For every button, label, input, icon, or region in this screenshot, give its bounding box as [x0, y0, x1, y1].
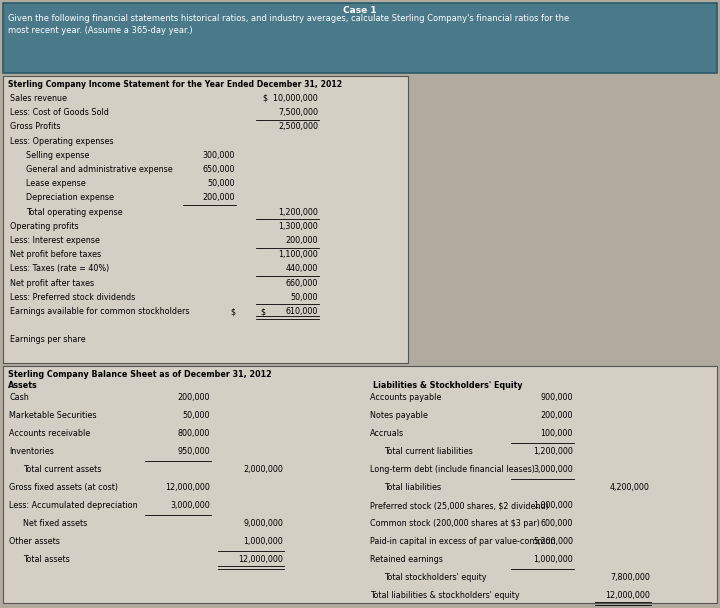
- Text: Preferred stock (25,000 shares, $2 dividend): Preferred stock (25,000 shares, $2 divid…: [370, 501, 549, 510]
- Text: Net profit after taxes: Net profit after taxes: [10, 278, 94, 288]
- Text: Accruals: Accruals: [370, 429, 404, 438]
- Text: Selling expense: Selling expense: [26, 151, 89, 160]
- Text: 1,200,000: 1,200,000: [533, 447, 573, 456]
- Text: Case 1: Case 1: [343, 6, 377, 15]
- Bar: [3, 76, 408, 363]
- Text: Other assets: Other assets: [9, 537, 60, 546]
- Text: 5,200,000: 5,200,000: [533, 537, 573, 546]
- Text: 2,000,000: 2,000,000: [243, 465, 283, 474]
- Text: General and administrative expense: General and administrative expense: [26, 165, 173, 174]
- Text: 200,000: 200,000: [178, 393, 210, 402]
- Text: $: $: [260, 307, 265, 316]
- Text: 9,000,000: 9,000,000: [243, 519, 283, 528]
- Text: Sales revenue: Sales revenue: [10, 94, 67, 103]
- Text: Earnings available for common stockholders: Earnings available for common stockholde…: [10, 307, 189, 316]
- Text: $: $: [230, 307, 235, 316]
- Text: Retained earnings: Retained earnings: [370, 555, 443, 564]
- Text: 50,000: 50,000: [290, 293, 318, 302]
- Text: 900,000: 900,000: [541, 393, 573, 402]
- Text: Less: Accumulated depreciation: Less: Accumulated depreciation: [9, 501, 138, 510]
- Text: 200,000: 200,000: [202, 193, 235, 202]
- Text: Gross fixed assets (at cost): Gross fixed assets (at cost): [9, 483, 118, 492]
- Text: 300,000: 300,000: [202, 151, 235, 160]
- Text: 1,000,000: 1,000,000: [534, 501, 573, 510]
- Text: Total liabilities & stockholders' equity: Total liabilities & stockholders' equity: [370, 591, 520, 600]
- Text: Total current assets: Total current assets: [23, 465, 102, 474]
- Text: Notes payable: Notes payable: [370, 411, 428, 420]
- Text: Less: Operating expenses: Less: Operating expenses: [10, 137, 114, 145]
- Text: Common stock (200,000 shares at $3 par): Common stock (200,000 shares at $3 par): [370, 519, 540, 528]
- Text: 650,000: 650,000: [202, 165, 235, 174]
- Text: Total operating expense: Total operating expense: [26, 207, 122, 216]
- Text: Lease expense: Lease expense: [26, 179, 86, 188]
- Text: Gross Profits: Gross Profits: [10, 122, 60, 131]
- Text: Net fixed assets: Net fixed assets: [23, 519, 87, 528]
- Bar: [3, 366, 717, 603]
- Text: 200,000: 200,000: [286, 236, 318, 245]
- Text: Total liabilities: Total liabilities: [384, 483, 441, 492]
- Text: 1,100,000: 1,100,000: [278, 250, 318, 259]
- Text: Less: Taxes (rate = 40%): Less: Taxes (rate = 40%): [10, 264, 109, 274]
- Text: Liabilities & Stockholders' Equity: Liabilities & Stockholders' Equity: [373, 381, 523, 390]
- Text: 600,000: 600,000: [541, 519, 573, 528]
- Text: Net profit before taxes: Net profit before taxes: [10, 250, 101, 259]
- Text: 50,000: 50,000: [182, 411, 210, 420]
- Text: 12,000,000: 12,000,000: [165, 483, 210, 492]
- Text: Depreciation expense: Depreciation expense: [26, 193, 114, 202]
- Text: Less: Cost of Goods Sold: Less: Cost of Goods Sold: [10, 108, 109, 117]
- Text: Marketable Securities: Marketable Securities: [9, 411, 96, 420]
- Text: Inventories: Inventories: [9, 447, 54, 456]
- Text: Sterling Company Balance Sheet as of December 31, 2012: Sterling Company Balance Sheet as of Dec…: [8, 370, 271, 379]
- Text: Sterling Company Income Statement for the Year Ended December 31, 2012: Sterling Company Income Statement for th…: [8, 80, 342, 89]
- Text: 950,000: 950,000: [177, 447, 210, 456]
- Text: Accounts payable: Accounts payable: [370, 393, 441, 402]
- Text: 12,000,000: 12,000,000: [238, 555, 283, 564]
- Text: 2,500,000: 2,500,000: [278, 122, 318, 131]
- Text: Paid-in capital in excess of par value-common: Paid-in capital in excess of par value-c…: [370, 537, 555, 546]
- Text: Total stockholders' equity: Total stockholders' equity: [384, 573, 487, 582]
- Text: $  10,000,000: $ 10,000,000: [264, 94, 318, 103]
- Text: 1,200,000: 1,200,000: [278, 207, 318, 216]
- Text: 1,000,000: 1,000,000: [243, 537, 283, 546]
- Text: 1,000,000: 1,000,000: [534, 555, 573, 564]
- Text: Assets: Assets: [8, 381, 37, 390]
- Bar: [3, 3, 717, 73]
- Text: 12,000,000: 12,000,000: [605, 591, 650, 600]
- Text: 200,000: 200,000: [541, 411, 573, 420]
- Text: 800,000: 800,000: [178, 429, 210, 438]
- Text: Total current liabilities: Total current liabilities: [384, 447, 473, 456]
- Text: 3,000,000: 3,000,000: [170, 501, 210, 510]
- Text: Operating profits: Operating profits: [10, 222, 78, 231]
- Text: 440,000: 440,000: [286, 264, 318, 274]
- Text: 3,000,000: 3,000,000: [534, 465, 573, 474]
- Text: 1,300,000: 1,300,000: [278, 222, 318, 231]
- Text: 7,500,000: 7,500,000: [278, 108, 318, 117]
- Text: Long-term debt (include financial leases): Long-term debt (include financial leases…: [370, 465, 535, 474]
- Text: 610,000: 610,000: [286, 307, 318, 316]
- Text: 50,000: 50,000: [207, 179, 235, 188]
- Text: Less: Preferred stock dividends: Less: Preferred stock dividends: [10, 293, 135, 302]
- Text: Accounts receivable: Accounts receivable: [9, 429, 90, 438]
- Text: 660,000: 660,000: [286, 278, 318, 288]
- Text: Earnings per share: Earnings per share: [10, 336, 86, 344]
- Text: 7,800,000: 7,800,000: [610, 573, 650, 582]
- Text: 100,000: 100,000: [541, 429, 573, 438]
- Text: Given the following financial statements historical ratios, and industry average: Given the following financial statements…: [8, 14, 570, 35]
- Text: 4,200,000: 4,200,000: [610, 483, 650, 492]
- Text: Total assets: Total assets: [23, 555, 70, 564]
- Text: Cash: Cash: [9, 393, 29, 402]
- Text: Less: Interest expense: Less: Interest expense: [10, 236, 100, 245]
